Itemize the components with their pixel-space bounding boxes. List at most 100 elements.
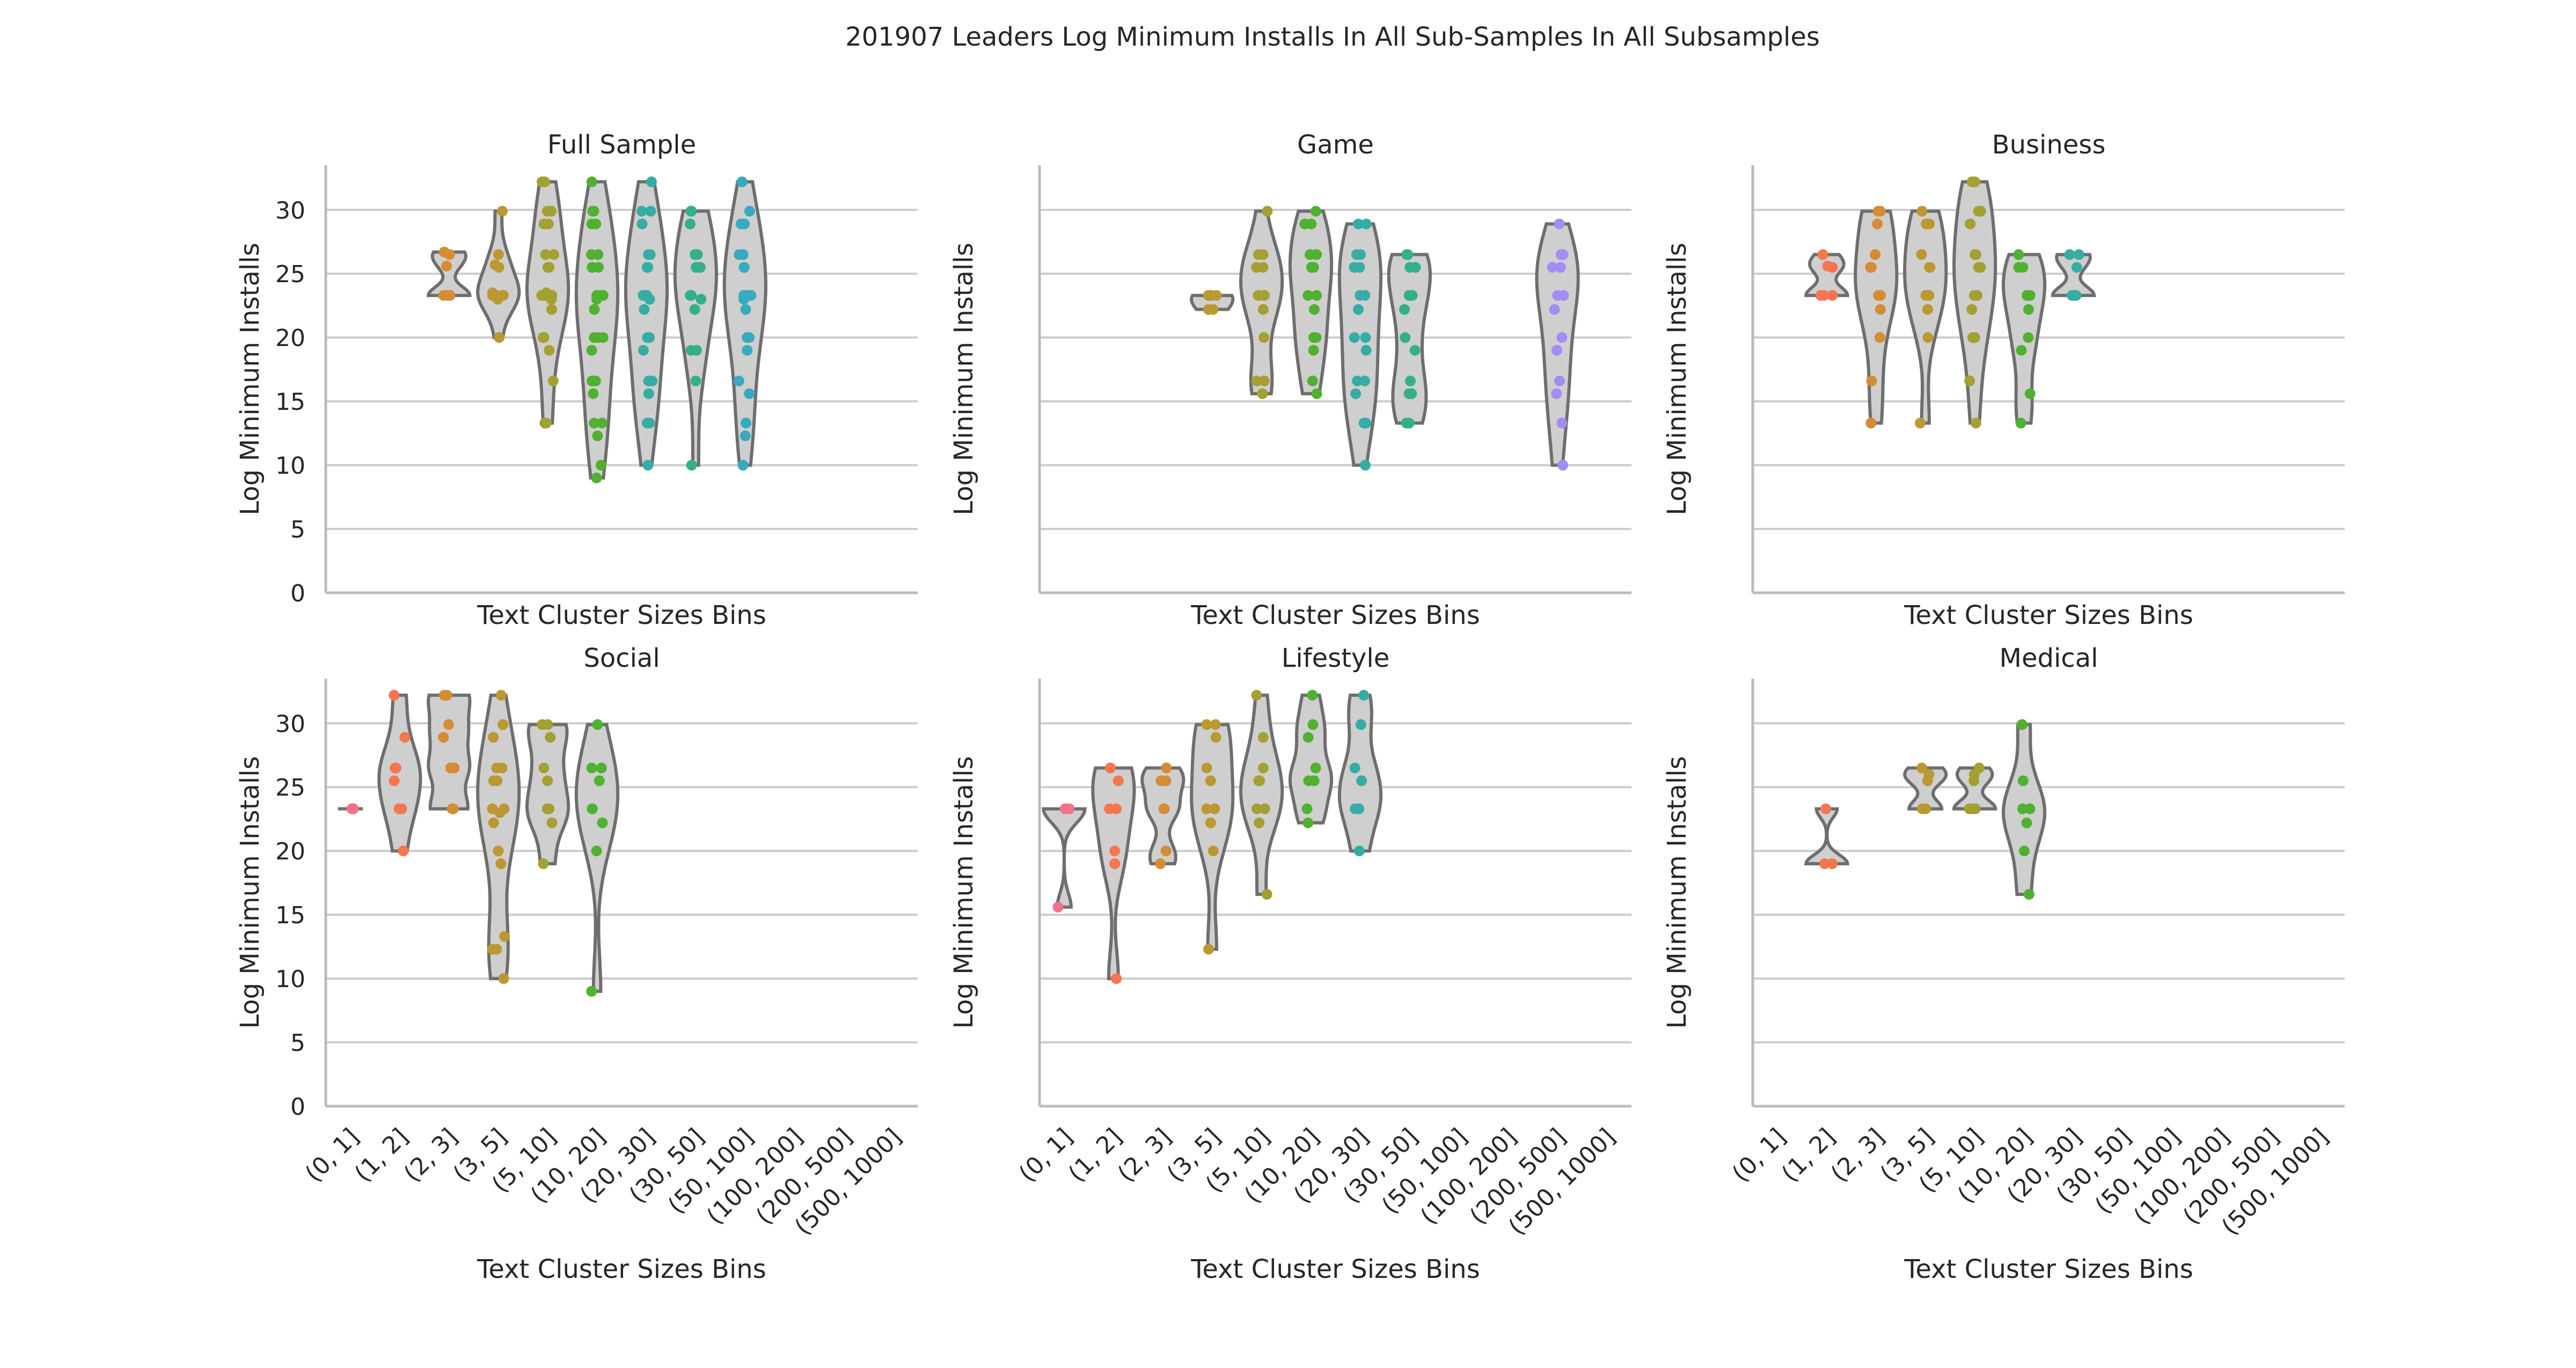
x-axis-label: Text Cluster Sizes Bins bbox=[477, 600, 766, 630]
data-point bbox=[488, 732, 499, 743]
bin-5-10 bbox=[1239, 689, 1284, 900]
violin-body bbox=[1804, 253, 1849, 297]
y-tick-label: 5 bbox=[290, 1029, 305, 1057]
y-tick-label: 15 bbox=[275, 902, 305, 929]
data-point bbox=[2013, 262, 2024, 273]
data-point bbox=[594, 775, 605, 786]
data-point bbox=[487, 944, 498, 955]
data-point bbox=[1558, 290, 1569, 301]
data-point bbox=[2073, 249, 2084, 260]
data-point bbox=[1827, 858, 1838, 869]
data-point bbox=[642, 417, 653, 429]
panel-full-sample: Full Sample Log Minimum Installs 0 5 10 15 20 2… bbox=[235, 130, 918, 630]
violin-body bbox=[574, 723, 620, 993]
violin-body bbox=[1239, 209, 1284, 395]
data-point bbox=[1865, 262, 1876, 273]
data-point bbox=[1870, 249, 1881, 260]
data-point bbox=[1556, 332, 1568, 343]
data-point bbox=[646, 176, 657, 187]
data-point bbox=[2013, 249, 2024, 260]
data-point bbox=[740, 304, 751, 315]
data-point bbox=[438, 689, 450, 701]
data-point bbox=[587, 803, 598, 814]
bin-1-2 bbox=[1804, 249, 1849, 301]
data-point bbox=[1554, 376, 1565, 387]
data-point bbox=[1401, 249, 1413, 260]
data-point bbox=[1358, 689, 1370, 701]
data-point bbox=[438, 732, 449, 743]
data-point bbox=[1201, 803, 1212, 814]
y-tick-label: 25 bbox=[275, 774, 305, 801]
data-point bbox=[492, 775, 503, 786]
data-point bbox=[542, 775, 553, 786]
data-point bbox=[1311, 290, 1322, 301]
data-point bbox=[1210, 732, 1221, 743]
bin-20-30 bbox=[1337, 218, 1383, 471]
data-point bbox=[1160, 775, 1172, 786]
data-point bbox=[1208, 304, 1219, 315]
panel-title: Business bbox=[1992, 130, 2106, 160]
data-point bbox=[1257, 762, 1269, 774]
data-point bbox=[1302, 817, 1314, 828]
bin-1-2 bbox=[377, 689, 422, 857]
data-point bbox=[1308, 332, 1319, 343]
data-point bbox=[2024, 803, 2036, 814]
data-point bbox=[495, 689, 507, 701]
data-point bbox=[1307, 689, 1318, 701]
data-point bbox=[744, 388, 755, 399]
data-point bbox=[496, 205, 508, 217]
data-point bbox=[497, 719, 509, 730]
data-point bbox=[744, 205, 755, 217]
data-point bbox=[685, 344, 697, 356]
data-point bbox=[542, 262, 553, 273]
data-point bbox=[441, 260, 452, 271]
data-point bbox=[741, 417, 752, 429]
data-point bbox=[2064, 249, 2075, 260]
data-point bbox=[1257, 304, 1269, 315]
data-point bbox=[1259, 803, 1270, 814]
violin-body bbox=[1854, 209, 1899, 425]
data-point bbox=[1307, 719, 1319, 730]
bin-50-100 bbox=[722, 176, 767, 471]
data-point bbox=[587, 262, 598, 273]
x-tick-label: (0, 1] bbox=[1014, 1123, 1078, 1188]
data-point bbox=[736, 176, 748, 187]
data-point bbox=[591, 472, 602, 483]
data-point bbox=[1556, 417, 1568, 429]
data-point bbox=[1201, 719, 1212, 730]
data-point bbox=[389, 775, 400, 786]
bin-3-5 bbox=[1190, 719, 1235, 955]
data-point bbox=[1968, 290, 1980, 301]
data-point bbox=[448, 803, 459, 814]
bin-3-5 bbox=[1903, 205, 1948, 429]
data-point bbox=[733, 376, 744, 387]
data-point bbox=[638, 290, 649, 301]
data-point bbox=[498, 973, 509, 984]
data-point bbox=[737, 249, 749, 260]
bin-3-5 bbox=[1903, 762, 1948, 814]
data-point bbox=[548, 249, 560, 260]
data-point bbox=[1064, 803, 1075, 814]
data-point bbox=[1360, 218, 1372, 230]
bin-3-5 bbox=[476, 205, 521, 343]
data-point bbox=[645, 205, 656, 217]
violin-body bbox=[1535, 222, 1580, 467]
bin-0-1 bbox=[338, 803, 363, 814]
data-point bbox=[1399, 304, 1410, 315]
data-point bbox=[1251, 689, 1262, 701]
y-axis-label: Log Minimum Installs bbox=[1662, 756, 1692, 1028]
data-point bbox=[586, 344, 597, 356]
data-point bbox=[1349, 262, 1360, 273]
data-point bbox=[1554, 218, 1565, 230]
y-tick-label: 10 bbox=[275, 452, 305, 480]
violin-body bbox=[1337, 222, 1383, 467]
data-point bbox=[2023, 889, 2035, 900]
violin-body bbox=[1288, 693, 1334, 825]
data-point bbox=[494, 332, 505, 343]
data-point bbox=[1254, 817, 1265, 828]
data-point bbox=[597, 817, 608, 828]
data-point bbox=[737, 460, 749, 471]
data-point bbox=[1964, 376, 1975, 387]
data-point bbox=[1351, 249, 1362, 260]
